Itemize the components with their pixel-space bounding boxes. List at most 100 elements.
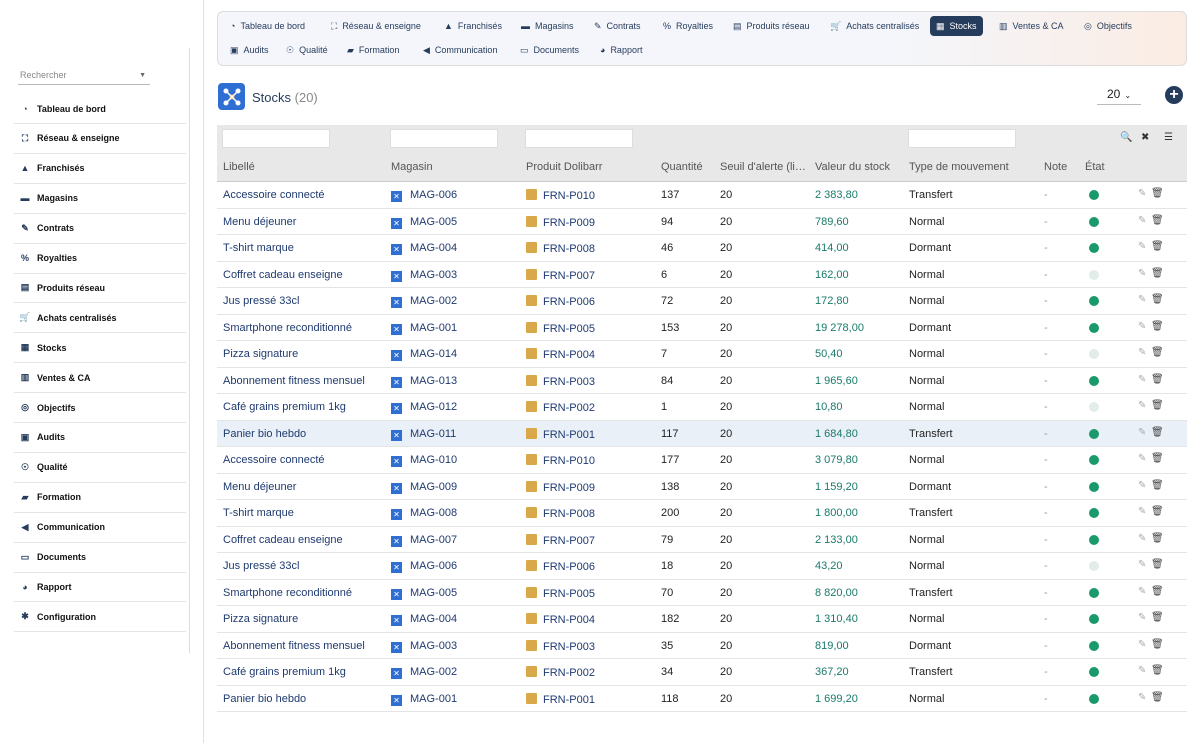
- row-store[interactable]: ✕ MAG-006: [391, 189, 457, 202]
- sidebar-item-qualit-[interactable]: ☉ Qualité: [14, 453, 186, 483]
- column-header[interactable]: Produit Dolibarr: [526, 161, 603, 173]
- row-store[interactable]: ✕ MAG-005: [391, 587, 457, 600]
- row-product[interactable]: FRN-P002: [526, 666, 595, 679]
- row-store[interactable]: ✕ MAG-004: [391, 242, 457, 255]
- table-row[interactable]: Menu déjeuner ✕ MAG-009 FRN-P009 138 20 1 159,…: [217, 474, 1187, 500]
- row-product[interactable]: FRN-P007: [526, 533, 595, 547]
- sidebar-item-rapport[interactable]: ◕ Rapport: [14, 572, 186, 603]
- edit-icon[interactable]: ✎: [1138, 267, 1147, 279]
- tab-objectifs[interactable]: ◎ Objectifs: [1078, 16, 1138, 36]
- delete-icon[interactable]: 🗑: [1151, 559, 1164, 570]
- edit-icon[interactable]: ✎: [1138, 453, 1147, 464]
- column-header[interactable]: Valeur du stock: [815, 161, 891, 173]
- tab-ventes-ca[interactable]: ▥ Ventes & CA: [993, 16, 1070, 36]
- row-product[interactable]: FRN-P005: [526, 321, 595, 335]
- tab-stocks[interactable]: ▦ Stocks: [930, 16, 983, 36]
- row-product[interactable]: FRN-P010: [526, 454, 595, 467]
- sidebar-item-tableau-de-bord[interactable]: ◔ Tableau de bord: [14, 94, 186, 124]
- edit-icon[interactable]: ✎: [1138, 373, 1147, 385]
- table-row[interactable]: Pizza signature ✕ MAG-014 FRN-P004 7 20 50,40 N…: [217, 341, 1187, 368]
- row-product[interactable]: FRN-P003: [526, 639, 595, 653]
- table-row[interactable]: Panier bio hebdo ✕ MAG-001 FRN-P001 118 20 1 6…: [217, 686, 1187, 712]
- delete-icon[interactable]: 🗑: [1151, 320, 1164, 332]
- sidebar-item-stocks[interactable]: ▦ Stocks: [14, 333, 186, 364]
- edit-icon[interactable]: ✎: [1138, 585, 1147, 597]
- tab-communication[interactable]: ◀ Communication: [417, 40, 503, 60]
- row-store[interactable]: ✕ MAG-002: [391, 666, 457, 679]
- delete-icon[interactable]: 🗑: [1151, 532, 1164, 544]
- edit-icon[interactable]: ✎: [1138, 241, 1147, 252]
- sidebar-item-communication[interactable]: ◀ Communication: [14, 513, 186, 543]
- edit-icon[interactable]: ✎: [1138, 506, 1147, 517]
- table-row[interactable]: Smartphone reconditionné ✕ MAG-005 FRN-P005…: [217, 580, 1187, 606]
- row-store[interactable]: ✕ MAG-009: [391, 481, 457, 494]
- edit-icon[interactable]: ✎: [1138, 188, 1147, 199]
- table-row[interactable]: T-shirt marque ✕ MAG-008 FRN-P008 200 20 1 800…: [217, 500, 1187, 527]
- edit-icon[interactable]: ✎: [1138, 612, 1147, 623]
- sidebar-item-achats-centralis-s[interactable]: 🛒 Achats centralisés: [14, 303, 186, 334]
- row-store[interactable]: ✕ MAG-013: [391, 375, 457, 388]
- delete-icon[interactable]: 🗑: [1151, 373, 1164, 385]
- row-store[interactable]: ✕ MAG-004: [391, 613, 457, 626]
- row-store[interactable]: ✕ MAG-014: [391, 348, 457, 361]
- filter-movement-input[interactable]: [908, 129, 1016, 148]
- column-header[interactable]: Note: [1044, 161, 1068, 173]
- column-header[interactable]: État: [1085, 161, 1105, 173]
- delete-icon[interactable]: 🗑: [1151, 347, 1164, 358]
- row-label[interactable]: Menu déjeuner: [223, 480, 297, 493]
- edit-icon[interactable]: ✎: [1138, 532, 1147, 544]
- tab-tableau-de-bord[interactable]: ◔ Tableau de bord: [224, 16, 311, 36]
- row-store[interactable]: ✕ MAG-011: [391, 428, 456, 441]
- sidebar-item-contrats[interactable]: ✎ Contrats: [14, 214, 186, 244]
- tab-documents[interactable]: ▭ Documents: [514, 40, 585, 60]
- sidebar-item-documents[interactable]: ▭ Documents: [14, 543, 186, 573]
- sidebar-item-audits[interactable]: ▣ Audits: [14, 423, 186, 453]
- row-label[interactable]: Coffret cadeau enseigne: [223, 533, 343, 546]
- edit-icon[interactable]: ✎: [1138, 691, 1147, 703]
- table-row[interactable]: T-shirt marque ✕ MAG-004 FRN-P008 46 20 414,00…: [217, 235, 1187, 262]
- delete-icon[interactable]: 🗑: [1151, 214, 1164, 226]
- column-header[interactable]: Type de mouvement: [909, 161, 1009, 173]
- column-header[interactable]: Libellé: [223, 161, 255, 173]
- edit-icon[interactable]: ✎: [1138, 400, 1147, 411]
- row-product[interactable]: FRN-P004: [526, 613, 595, 626]
- edit-icon[interactable]: ✎: [1138, 479, 1147, 491]
- per-page-select[interactable]: 20 ⌄: [1097, 85, 1141, 105]
- list-columns-icon[interactable]: ☰: [1164, 132, 1173, 143]
- delete-icon[interactable]: 🗑: [1151, 506, 1164, 517]
- column-header[interactable]: Quantité: [661, 161, 703, 173]
- column-header[interactable]: Magasin: [391, 161, 433, 173]
- table-row[interactable]: Abonnement fitness mensuel ✕ MAG-003 FRN-P0…: [217, 633, 1187, 659]
- row-product[interactable]: FRN-P009: [526, 215, 595, 229]
- row-product[interactable]: FRN-P009: [526, 480, 595, 494]
- delete-icon[interactable]: 🗑: [1151, 267, 1164, 279]
- table-row[interactable]: Jus pressé 33cl ✕ MAG-006 FRN-P006 18 20 43,20…: [217, 553, 1187, 580]
- table-row[interactable]: Abonnement fitness mensuel ✕ MAG-013 FRN-P0…: [217, 368, 1187, 394]
- sidebar-item-franchis-s[interactable]: ▲ Franchisés: [14, 154, 186, 184]
- row-label[interactable]: Abonnement fitness mensuel: [223, 639, 365, 652]
- tab-rapport[interactable]: ◕ Rapport: [594, 40, 648, 60]
- row-store[interactable]: ✕ MAG-010: [391, 454, 457, 467]
- row-product[interactable]: FRN-P004: [526, 348, 595, 361]
- delete-icon[interactable]: 🗑: [1151, 665, 1164, 676]
- row-product[interactable]: FRN-P008: [526, 507, 595, 520]
- edit-icon[interactable]: ✎: [1138, 426, 1147, 438]
- row-store[interactable]: ✕ MAG-012: [391, 401, 457, 414]
- delete-icon[interactable]: 🗑: [1151, 294, 1164, 305]
- table-row[interactable]: Accessoire connecté ✕ MAG-010 FRN-P010 177 20…: [217, 447, 1187, 474]
- edit-icon[interactable]: ✎: [1138, 294, 1147, 305]
- row-product[interactable]: FRN-P008: [526, 242, 595, 255]
- row-store[interactable]: ✕ MAG-008: [391, 507, 457, 520]
- sidebar-item-r-seau-enseigne[interactable]: ⛶ Réseau & enseigne: [14, 124, 186, 154]
- table-row[interactable]: Café grains premium 1kg ✕ MAG-002 FRN-P002 3…: [217, 659, 1187, 686]
- delete-icon[interactable]: 🗑: [1151, 638, 1164, 650]
- column-header[interactable]: Seuil d'alerte (li…: [720, 161, 806, 173]
- sidebar-item-formation[interactable]: ▰ Formation: [14, 483, 186, 513]
- tab-r-seau-enseigne[interactable]: ⛶ Réseau & enseigne: [325, 16, 427, 36]
- search-icon[interactable]: 🔍: [1120, 132, 1133, 143]
- tab-magasins[interactable]: ▬ Magasins: [515, 16, 580, 36]
- row-label[interactable]: Pizza signature: [223, 348, 299, 360]
- row-product[interactable]: FRN-P001: [526, 427, 595, 441]
- table-row[interactable]: Menu déjeuner ✕ MAG-005 FRN-P009 94 20 789,60 N…: [217, 209, 1187, 235]
- edit-icon[interactable]: ✎: [1138, 638, 1147, 650]
